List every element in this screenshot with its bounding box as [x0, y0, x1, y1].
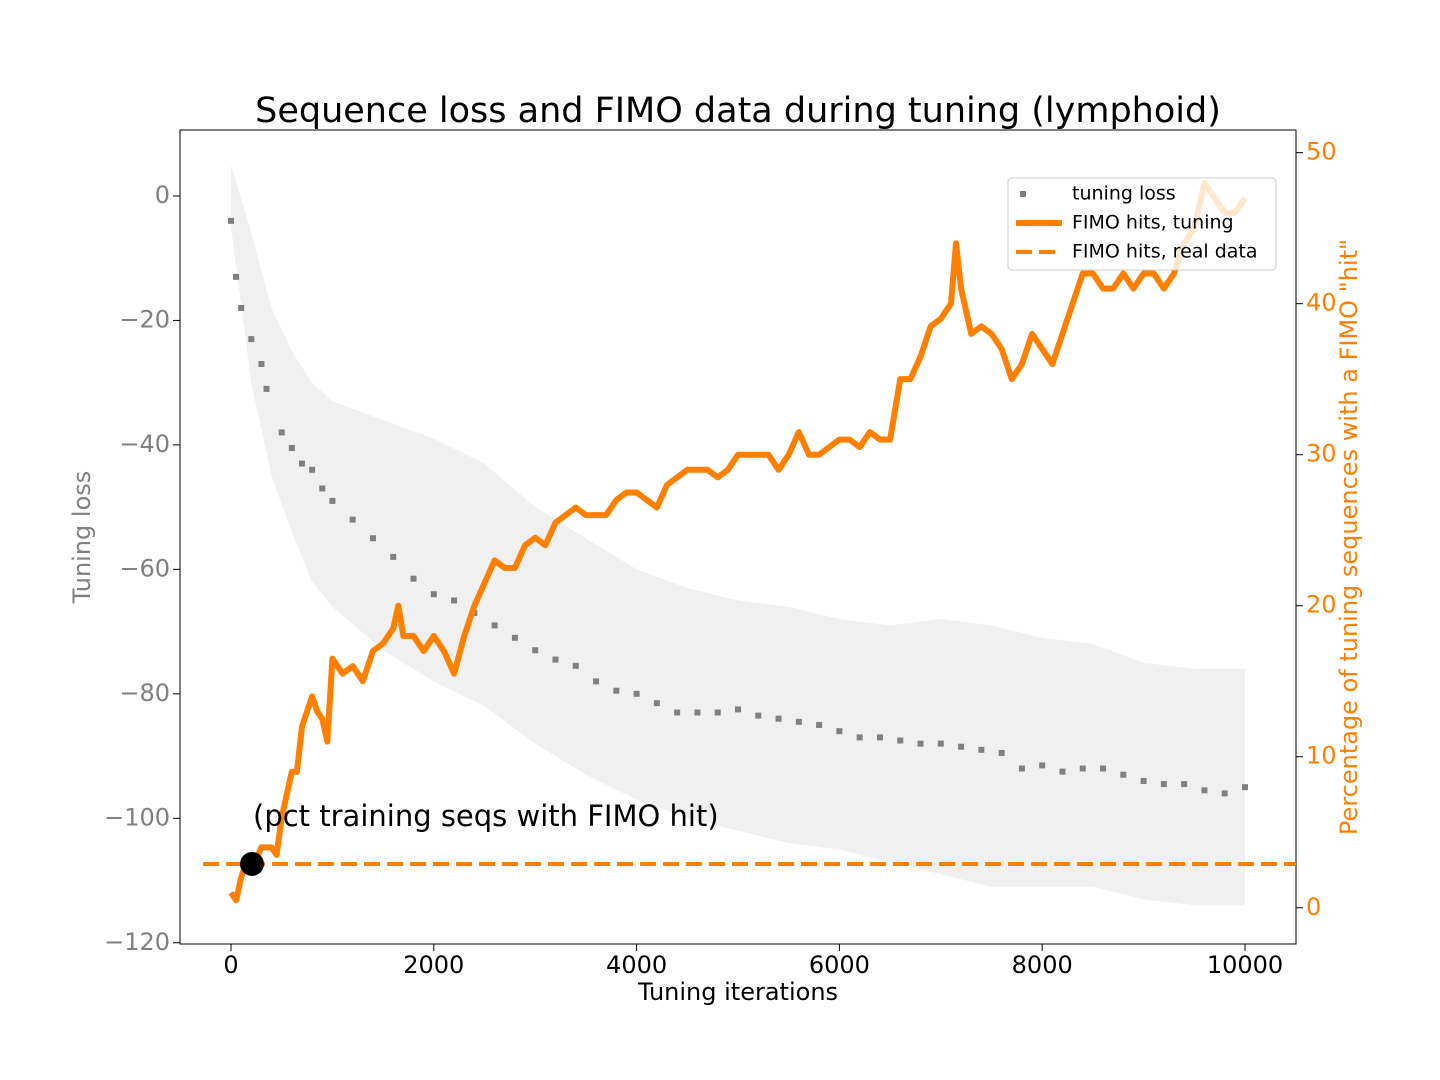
loss-point	[653, 700, 660, 707]
y-tick-label: −120	[104, 928, 170, 956]
loss-point	[390, 553, 397, 560]
y2-tick-label: 30	[1306, 440, 1337, 468]
loss-point	[369, 535, 376, 542]
loss-point	[451, 597, 458, 604]
loss-band	[231, 164, 1245, 906]
loss-point	[694, 709, 701, 716]
loss-point	[795, 718, 802, 725]
loss-point	[410, 575, 417, 582]
loss-point	[248, 336, 255, 343]
fimo-line	[228, 179, 1248, 904]
loss-point	[258, 360, 265, 367]
y-tick-label: −20	[119, 305, 170, 333]
loss-point	[278, 429, 285, 436]
loss-point	[1039, 762, 1046, 769]
x-axis-label: Tuning iterations	[637, 978, 838, 1006]
legend-swatch	[1020, 191, 1026, 197]
loss-point	[958, 743, 965, 750]
loss-point	[1059, 768, 1066, 775]
loss-point	[897, 737, 904, 744]
x-tick-label: 0	[223, 951, 238, 979]
loss-point	[1120, 771, 1127, 778]
y-axis-label: Tuning loss	[68, 471, 96, 605]
loss-point	[298, 460, 305, 467]
loss-point	[532, 647, 539, 654]
legend-box	[1007, 177, 1277, 271]
y-tick-label: −40	[119, 430, 170, 458]
loss-point	[329, 497, 336, 504]
loss-point	[511, 634, 518, 641]
loss-point	[1160, 781, 1167, 788]
legend-label: FIMO hits, real data	[1072, 241, 1258, 263]
loss-point	[714, 709, 721, 716]
y-tick-label: −60	[119, 554, 170, 582]
loss-point	[1221, 790, 1228, 797]
loss-point	[1201, 787, 1208, 794]
loss-point	[1100, 765, 1107, 772]
x-tick-label: 10000	[1207, 951, 1283, 979]
loss-point	[233, 273, 240, 280]
loss-point	[856, 734, 863, 741]
loss-point	[674, 709, 681, 716]
loss-point	[978, 746, 985, 753]
loss-point	[917, 740, 924, 747]
loss-point	[263, 385, 270, 392]
y-tick-label: 0	[155, 181, 170, 209]
loss-point	[238, 304, 245, 311]
loss-point	[288, 445, 295, 452]
loss-point	[836, 728, 843, 735]
y2-tick-label: 10	[1306, 742, 1337, 770]
loss-point	[816, 721, 823, 728]
loss-point	[1079, 765, 1086, 772]
loss-point	[998, 749, 1005, 756]
loss-point	[1018, 765, 1025, 772]
loss-point	[755, 712, 762, 719]
loss-point	[1181, 781, 1188, 788]
loss-point	[309, 466, 316, 473]
legend-label: FIMO hits, tuning	[1072, 212, 1234, 234]
loss-point	[775, 715, 782, 722]
x-tick-label: 6000	[809, 951, 870, 979]
loss-point	[633, 690, 640, 697]
loss-point	[593, 678, 600, 685]
y2-tick-label: 40	[1306, 289, 1337, 317]
y2-axis-label: Percentage of tuning sequences with a FI…	[1335, 239, 1363, 835]
loss-point	[937, 740, 944, 747]
legend-label: tuning loss	[1072, 183, 1176, 205]
annotation: (pct training seqs with FIMO hit)	[253, 799, 719, 833]
loss-point	[430, 591, 437, 598]
x-tick-label: 4000	[606, 951, 667, 979]
loss-point	[349, 516, 356, 523]
reference-point	[239, 851, 264, 876]
loss-point	[735, 706, 741, 713]
y2-tick-label: 50	[1306, 138, 1337, 166]
x-tick-label: 8000	[1012, 951, 1073, 979]
chart-title: Sequence loss and FIMO data during tunin…	[255, 91, 1221, 131]
loss-point	[613, 687, 620, 694]
y-tick-label: −80	[119, 679, 170, 707]
loss-point	[228, 217, 235, 224]
plot-frame	[179, 129, 1297, 945]
loss-point	[876, 734, 883, 741]
y-tick-label: −100	[104, 803, 170, 831]
loss-point	[552, 656, 559, 663]
y2-tick-label: 20	[1306, 591, 1337, 619]
loss-point	[319, 485, 326, 492]
loss-point	[1140, 777, 1147, 784]
loss-point	[572, 662, 579, 669]
x-tick-label: 2000	[403, 951, 464, 979]
loss-point	[491, 622, 498, 629]
y2-tick-label: 0	[1306, 893, 1321, 921]
loss-point	[1241, 784, 1248, 791]
